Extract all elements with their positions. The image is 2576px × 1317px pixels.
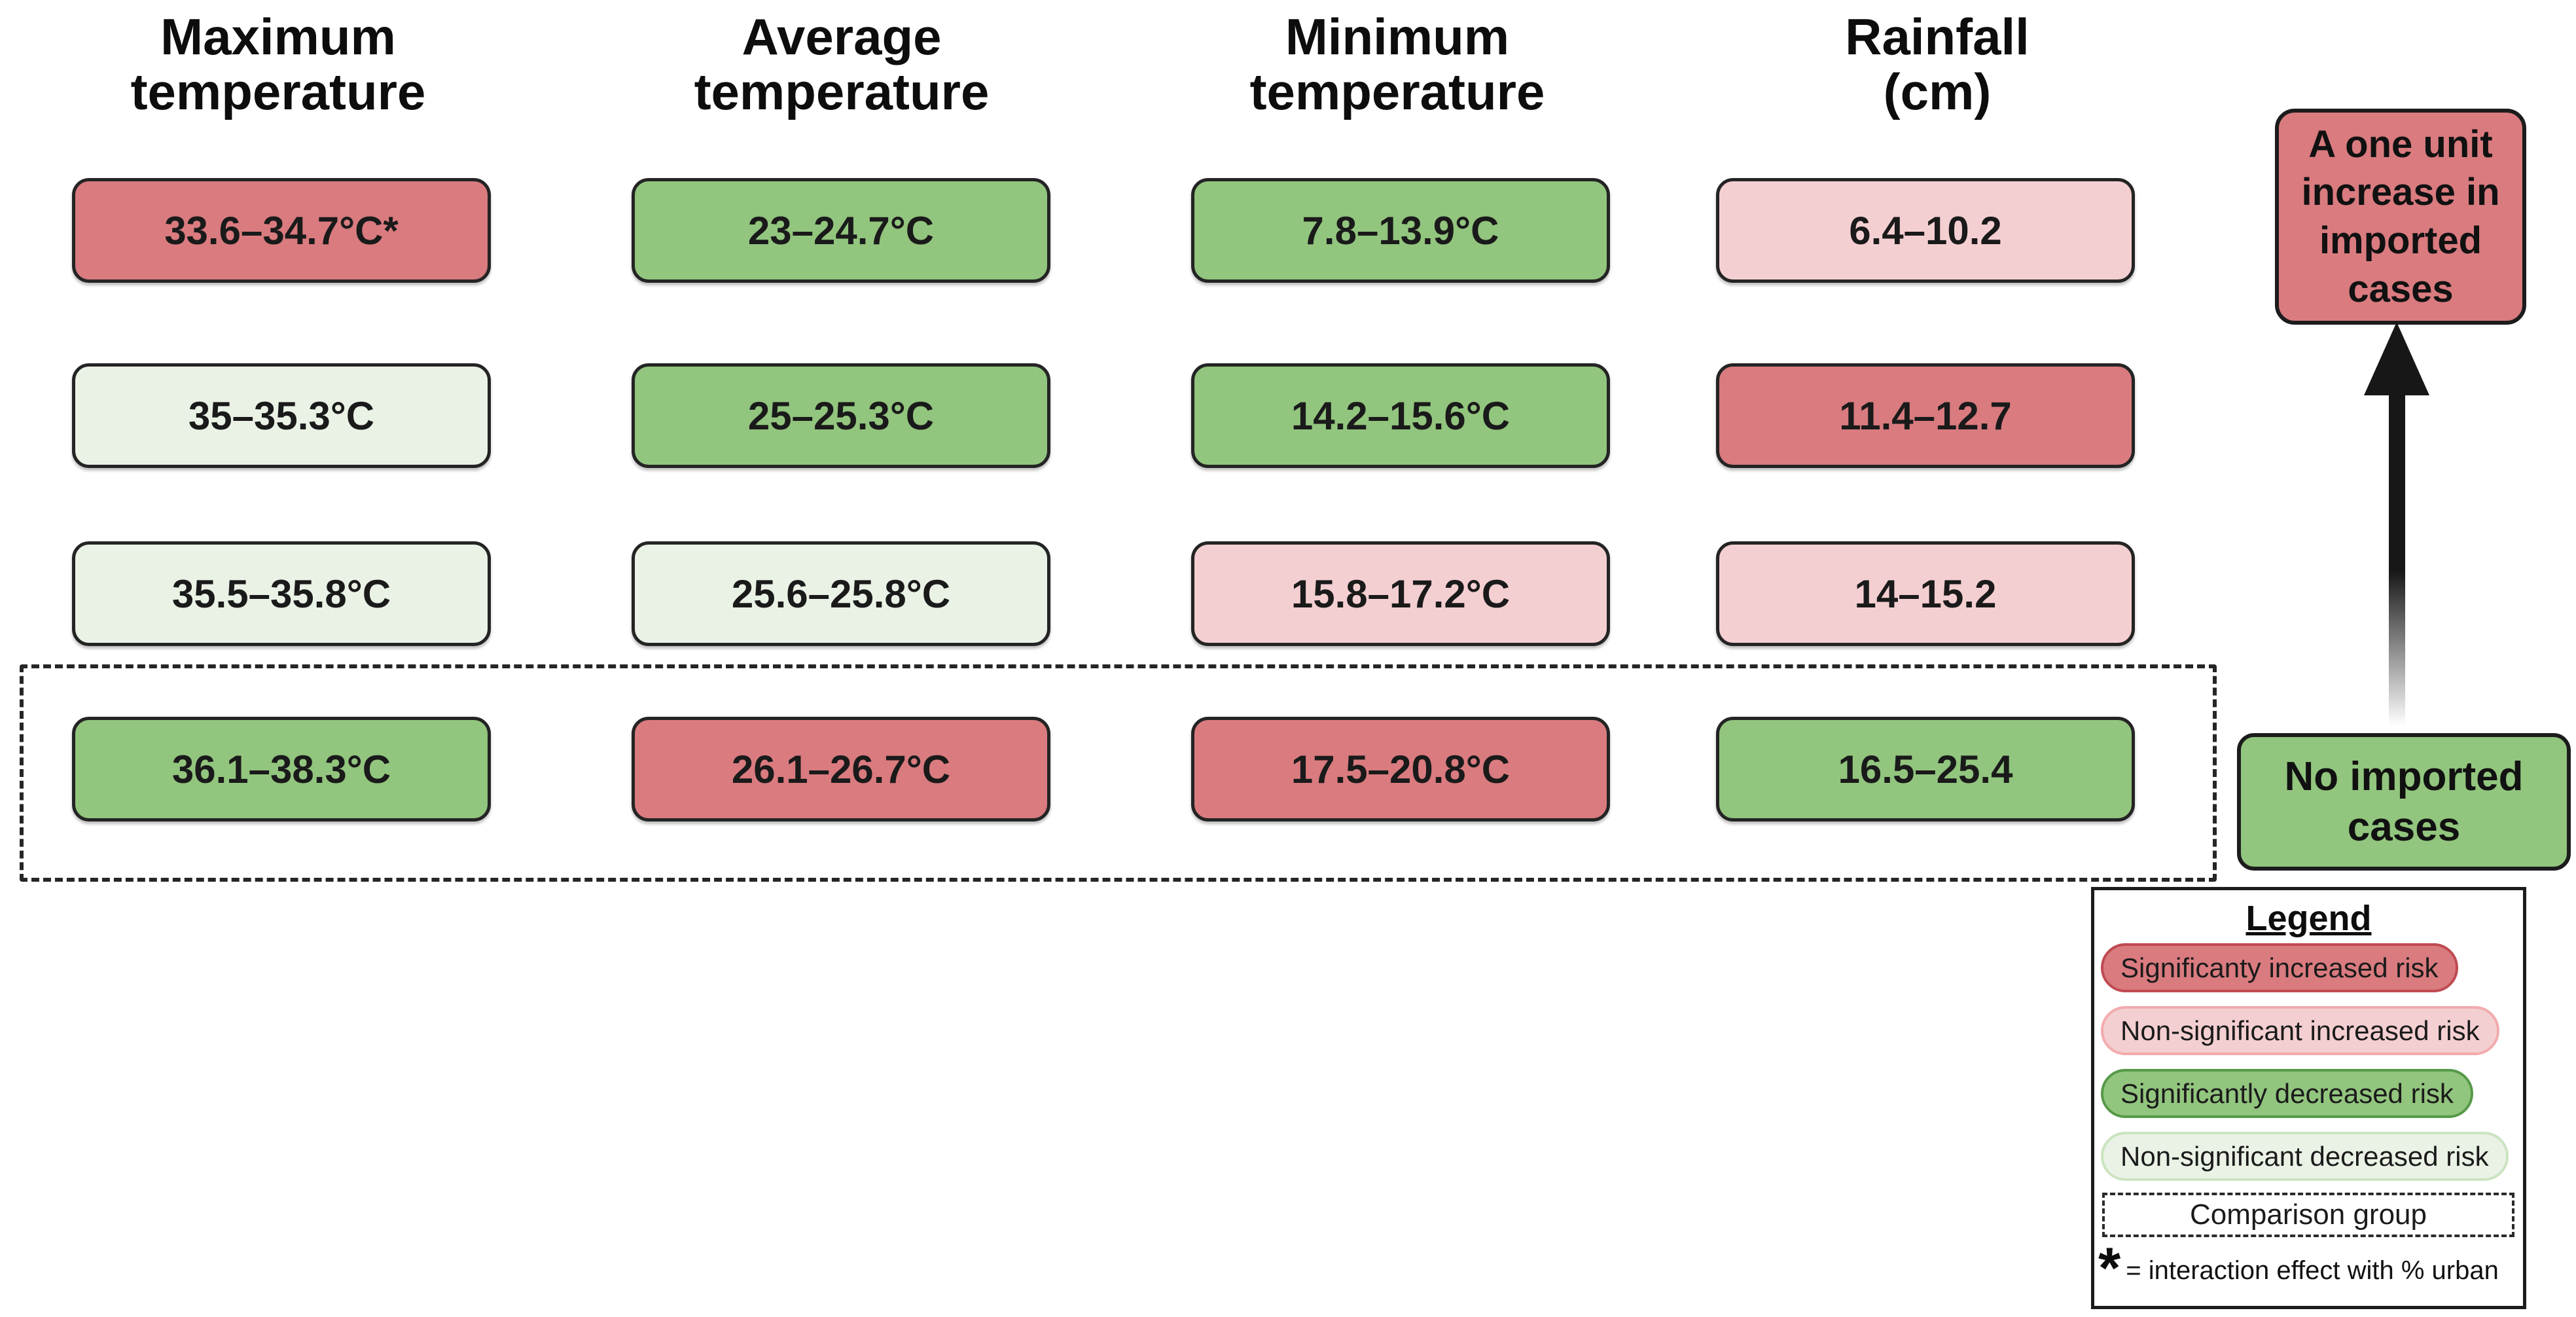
column-header-minimum-temperature: Minimum temperature bbox=[1249, 8, 1545, 121]
risk-cell: 17.5–20.8°C bbox=[1191, 717, 1610, 821]
comparison-group-outline bbox=[20, 664, 2217, 882]
arrow-shaft bbox=[2389, 391, 2405, 736]
legend-item-nonsignificant-increased: Non-significant increased risk bbox=[2101, 1006, 2499, 1055]
asterisk-note-text: = interaction effect with % urban bbox=[2126, 1256, 2499, 1285]
legend-title: Legend bbox=[2245, 899, 2372, 938]
risk-cell: 16.5–25.4 bbox=[1716, 717, 2135, 821]
column-header-maximum-temperature: Maximum temperature bbox=[130, 8, 426, 121]
legend-item-nonsignificant-decreased: Non-significant decreased risk bbox=[2101, 1132, 2509, 1181]
risk-cell: 36.1–38.3°C bbox=[72, 717, 491, 821]
legend-comparison-group: Comparison group bbox=[2102, 1193, 2514, 1237]
risk-cell: 14–15.2 bbox=[1716, 541, 2135, 646]
column-header-rainfall: Rainfall (cm) bbox=[1845, 8, 2030, 121]
risk-cell: 26.1–26.7°C bbox=[632, 717, 1050, 821]
risk-cell: 11.4–12.7 bbox=[1716, 363, 2135, 468]
risk-cell: 35.5–35.8°C bbox=[72, 541, 491, 646]
risk-cell: 25–25.3°C bbox=[632, 363, 1050, 468]
legend-item-significantly-decreased: Significantly decreased risk bbox=[2101, 1069, 2473, 1118]
risk-cell: 33.6–34.7°C* bbox=[72, 178, 491, 283]
risk-cell: 14.2–15.6°C bbox=[1191, 363, 1610, 468]
imported-cases-increase-box: A one unit increase in imported cases bbox=[2275, 109, 2526, 325]
arrow-head bbox=[2364, 322, 2429, 395]
legend-item-significantly-increased: Significanty increased risk bbox=[2101, 943, 2458, 992]
risk-cell: 15.8–17.2°C bbox=[1191, 541, 1610, 646]
asterisk-icon: * bbox=[2098, 1235, 2121, 1300]
risk-cell: 23–24.7°C bbox=[632, 178, 1050, 283]
risk-cell: 25.6–25.8°C bbox=[632, 541, 1050, 646]
no-imported-cases-box: No imported cases bbox=[2237, 733, 2571, 871]
column-header-average-temperature: Average temperature bbox=[694, 8, 990, 121]
risk-cell: 35–35.3°C bbox=[72, 363, 491, 468]
legend-panel: Legend Significanty increased risk Non-s… bbox=[2091, 887, 2526, 1309]
up-arrow-icon bbox=[2356, 321, 2438, 740]
risk-cell: 7.8–13.9°C bbox=[1191, 178, 1610, 283]
risk-cell: 6.4–10.2 bbox=[1716, 178, 2135, 283]
legend-asterisk-note: * = interaction effect with % urban bbox=[2098, 1235, 2524, 1300]
